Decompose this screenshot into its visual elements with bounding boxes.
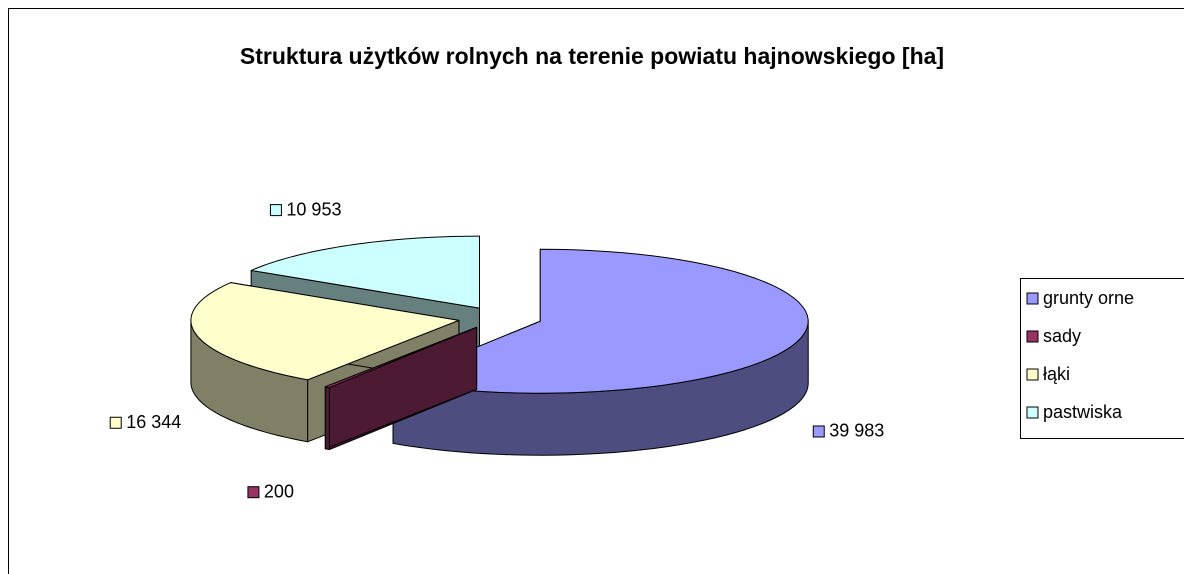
slice-top (324, 326, 478, 389)
data-label-swatch (109, 416, 122, 429)
chart-title: Struktura użytków rolnych na terenie pow… (239, 43, 945, 69)
legend-swatch (1026, 292, 1039, 305)
legend-swatch (1026, 330, 1039, 343)
slice-top (392, 248, 809, 394)
data-label-swatch (812, 425, 825, 438)
data-label: 200 (264, 481, 294, 501)
slice-wall (324, 386, 330, 451)
legend-swatch (1026, 406, 1039, 419)
slice-top (250, 235, 480, 309)
data-label: 16 344 (126, 412, 181, 432)
legend-box (1020, 278, 1184, 439)
slice-top (190, 282, 460, 381)
data-label: 39 983 (829, 421, 884, 441)
legend-label: pastwiska (1043, 402, 1123, 422)
legend-label: łąki (1043, 364, 1070, 384)
pie (190, 235, 809, 456)
data-label: 10 953 (286, 199, 341, 219)
data-label-swatch (269, 204, 282, 217)
legend-swatch (1026, 368, 1039, 381)
legend-label: sady (1043, 326, 1081, 346)
legend-label: grunty orne (1043, 288, 1134, 308)
data-label-swatch (247, 486, 260, 499)
